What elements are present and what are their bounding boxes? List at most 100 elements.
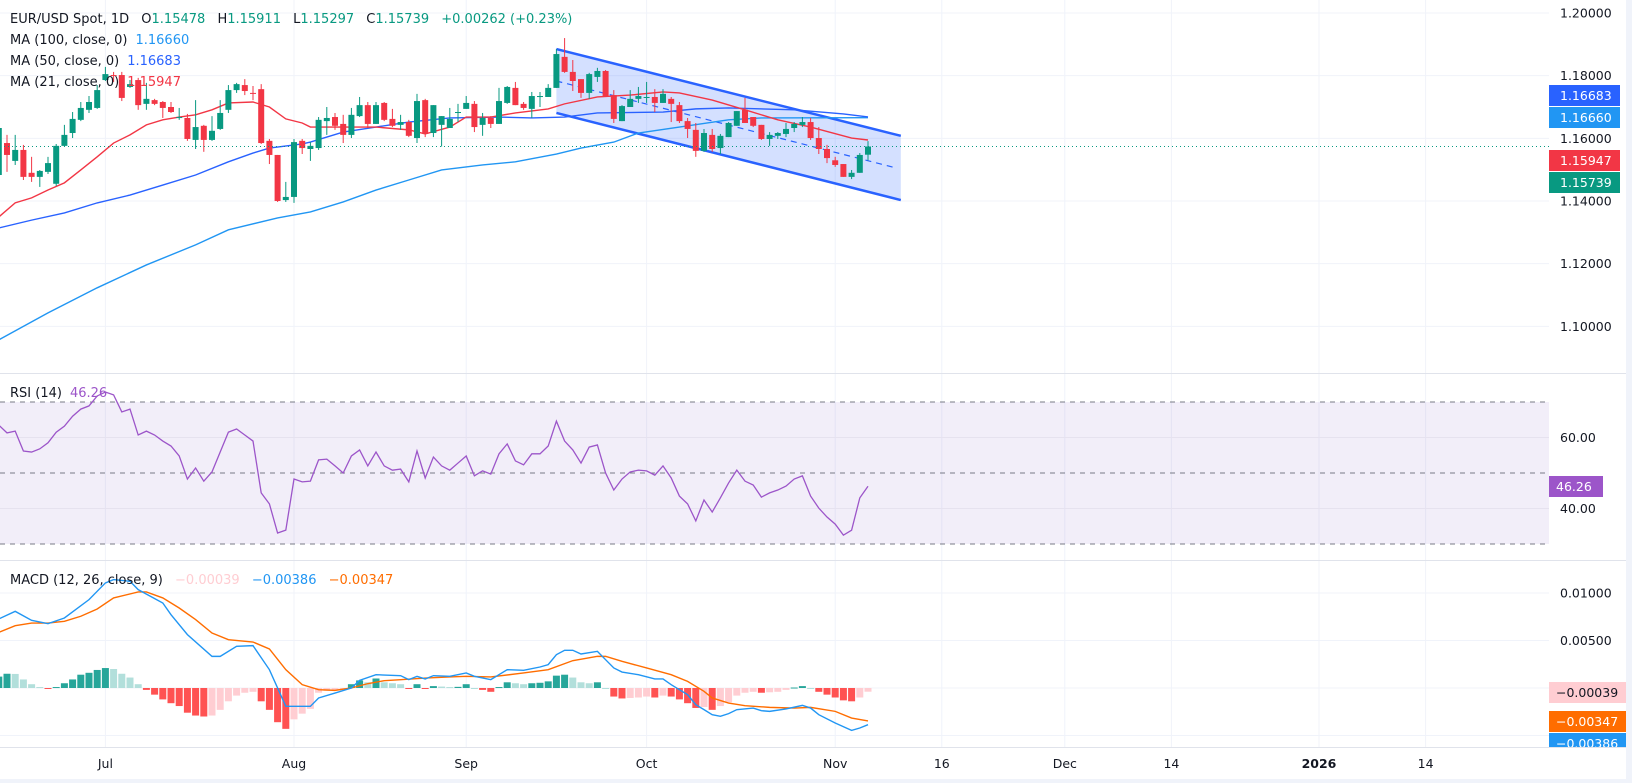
price-tick-label: 1.12000 (1560, 256, 1612, 271)
rsi-pane[interactable] (0, 391, 1549, 545)
macd-histogram-bar (848, 688, 856, 702)
candle-body (258, 89, 265, 144)
price-pane[interactable] (0, 38, 1549, 340)
channel-lower-line[interactable] (556, 111, 902, 202)
macd-histogram-bar (864, 688, 872, 692)
candle (438, 116, 445, 147)
channel-upper-line[interactable] (556, 47, 902, 138)
candle (143, 82, 150, 110)
macd-scale[interactable]: −0.00039 −0.00347 −0.00386 (1549, 682, 1626, 754)
time-tick-label: 16 (934, 756, 950, 771)
time-tick-label: Oct (636, 756, 658, 771)
macd-histogram-bar (388, 683, 396, 688)
macd-line-value: −0.00386 (251, 573, 317, 588)
candle-body (758, 124, 765, 139)
candle-body (274, 154, 281, 202)
ma100-value: 1.16660 (135, 33, 190, 48)
macd-histogram-bar (831, 688, 839, 698)
price-tick-label: 1.14000 (1560, 194, 1612, 209)
ma100-row[interactable]: MA (100, close, 0) 1.16660 (10, 30, 572, 51)
price-label-bg (1549, 85, 1620, 106)
candle (36, 169, 43, 187)
price-label-box: 1.15739 (1549, 172, 1620, 193)
candle (373, 101, 379, 124)
candle-body (102, 74, 109, 81)
price-scale[interactable]: 1.10000 1.12000 1.14000 1.16000 1.18000 1.200… (1549, 6, 1620, 334)
time-axis[interactable]: Jul Aug Sep Oct Nov 16 Dec 14 2026 14 (97, 756, 1434, 771)
macd-signal-value: −0.00347 (328, 573, 394, 588)
macd-histogram-bar (151, 688, 159, 695)
candle-body (61, 134, 68, 146)
macd-histogram-bar (659, 688, 667, 696)
macd-histogram-bar (856, 688, 864, 698)
symbol-title[interactable]: EUR/USD Spot, 1D (10, 12, 130, 27)
ma21-row[interactable]: MA (21, close, 0) 1.15947 (10, 72, 572, 93)
macd-legend[interactable]: MACD (12, 26, close, 9) −0.00039 −0.0038… (10, 570, 393, 591)
macd-histogram-bar (159, 688, 167, 700)
candle (742, 97, 748, 123)
candle (274, 154, 281, 202)
macd-histogram-bar (19, 679, 27, 688)
candle-body (635, 96, 642, 99)
candle (151, 98, 158, 106)
price-label-bg (1549, 172, 1620, 193)
candle-body (282, 196, 289, 201)
candle (660, 89, 666, 103)
candle-body (250, 92, 256, 94)
macd-label: MACD (12, 26, close, 9) (10, 573, 163, 588)
candle-body (602, 70, 609, 97)
ma50-row[interactable]: MA (50, close, 0) 1.16683 (10, 51, 572, 72)
macd-histogram-bar (257, 688, 265, 702)
ma50-value: 1.16683 (127, 54, 181, 69)
candle-body (69, 118, 76, 134)
macd-histogram-bar (233, 688, 241, 696)
candle-body (110, 75, 117, 77)
macd-histogram-bar (618, 688, 626, 699)
candle (430, 105, 437, 138)
candle (856, 153, 863, 173)
low-value: 1.15297 (300, 12, 355, 27)
candle (799, 117, 806, 128)
price-legend: EUR/USD Spot, 1D O1.15478 H1.15911 L1.15… (10, 9, 572, 93)
candle (250, 86, 256, 101)
macd-signal-line (0, 591, 869, 722)
candle-body (471, 103, 478, 128)
candle-body (651, 96, 658, 103)
candle (496, 87, 502, 124)
macd-histogram-bar (651, 688, 659, 698)
candle (45, 156, 51, 175)
macd-histogram-bar (454, 686, 462, 688)
candle (553, 49, 560, 88)
candle (61, 124, 68, 147)
candle-body (545, 87, 552, 97)
macd-histogram-bar (200, 688, 208, 717)
macd-histogram-bar (183, 688, 191, 713)
candle (602, 70, 609, 97)
close-value: 1.15739 (375, 12, 430, 27)
open-value: 1.15478 (151, 12, 206, 27)
rsi-legend[interactable]: RSI (14) 46.26 (10, 383, 107, 404)
macd-histogram-bar (110, 669, 118, 688)
time-tick-label: Jul (97, 756, 113, 771)
rsi-scale[interactable]: 60.00 40.00 46.26 0.01000 0.00500 (1549, 430, 1612, 648)
price-tick-label: 1.18000 (1560, 68, 1612, 83)
macd-histogram-bar (290, 688, 298, 720)
candle-body (340, 123, 347, 135)
ma50-line (0, 107, 869, 229)
macd-pane[interactable] (0, 578, 1549, 736)
candle-body (184, 117, 191, 139)
candle-body (865, 146, 871, 155)
candle (594, 67, 601, 82)
candle (69, 112, 76, 139)
macd-histogram-bar (446, 687, 454, 689)
candle (118, 71, 125, 102)
macd-histogram-bar (52, 687, 60, 689)
macd-histogram-bar (413, 684, 421, 688)
candles (0, 38, 871, 203)
candle (266, 138, 273, 165)
macd-histogram-bar (372, 678, 380, 688)
macd-label-text: −0.00347 (1556, 714, 1618, 729)
candle (848, 169, 855, 180)
